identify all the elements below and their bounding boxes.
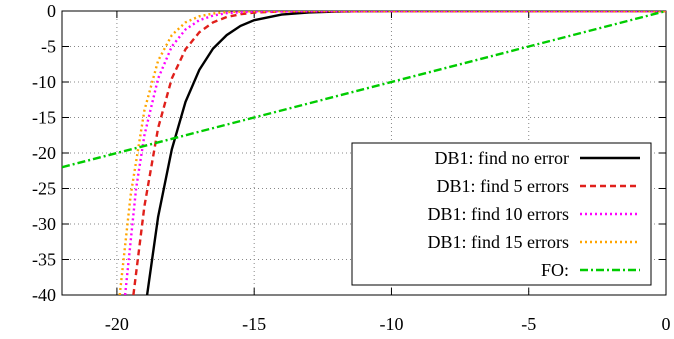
series-group bbox=[62, 11, 666, 295]
x-tick-label: -10 bbox=[379, 314, 403, 334]
y-tick-label: 0 bbox=[47, 1, 56, 21]
y-tick-label: -20 bbox=[32, 143, 56, 163]
axes: 0 -5 -10 -15 -20 -25 -30 -35 -40 -20 -15 -10 -5 0 bbox=[32, 1, 671, 334]
y-tick-label: -15 bbox=[32, 108, 56, 128]
y-tick-label: -10 bbox=[32, 72, 56, 92]
legend-label: DB1: find 10 errors bbox=[428, 204, 569, 224]
legend-label: DB1: find no error bbox=[435, 148, 569, 168]
series-line-3 bbox=[123, 11, 666, 295]
series-line-1 bbox=[145, 11, 666, 295]
series-line-5 bbox=[62, 11, 666, 169]
x-tick-label: -15 bbox=[242, 314, 266, 334]
x-tick-label: -20 bbox=[105, 314, 129, 334]
legend-label: FO: bbox=[541, 260, 569, 280]
legend: DB1: find no error DB1: find 5 errors DB1:… bbox=[351, 142, 652, 286]
series-line-2 bbox=[132, 11, 666, 295]
y-tick-label: -35 bbox=[32, 250, 56, 270]
series-line-4 bbox=[118, 11, 666, 295]
y-tick-label: -30 bbox=[32, 214, 56, 234]
legend-label: DB1: find 15 errors bbox=[428, 232, 569, 252]
y-tick-label: -5 bbox=[41, 37, 56, 57]
y-tick-label: -40 bbox=[32, 285, 56, 305]
x-tick-label: 0 bbox=[662, 314, 671, 334]
legend-label: DB1: find 5 errors bbox=[437, 176, 569, 196]
x-tick-label: -5 bbox=[521, 314, 536, 334]
y-tick-label: -25 bbox=[32, 179, 56, 199]
